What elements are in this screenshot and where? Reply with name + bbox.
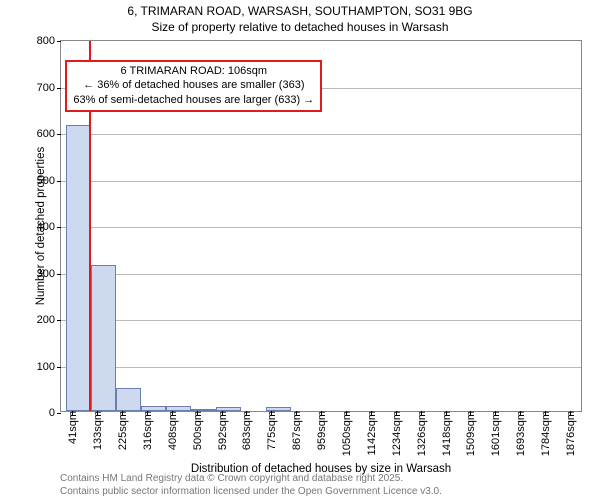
- plot-area: Number of detached properties Distributi…: [60, 40, 582, 412]
- histogram-bar: [116, 388, 141, 411]
- xtick-label: 1784sqm: [538, 411, 552, 456]
- gridline: [61, 227, 581, 228]
- xtick-label: 959sqm: [314, 411, 328, 450]
- footer-line1: Contains HM Land Registry data © Crown c…: [60, 473, 442, 486]
- annotation-line: ← 36% of detached houses are smaller (36…: [73, 78, 314, 93]
- xtick-label: 408sqm: [165, 411, 179, 450]
- ytick-label: 300: [37, 268, 61, 280]
- gridline: [61, 181, 581, 182]
- xtick-label: 1050sqm: [339, 411, 353, 456]
- ytick-label: 700: [37, 82, 61, 94]
- chart-title-line1: 6, TRIMARAN ROAD, WARSASH, SOUTHAMPTON, …: [0, 4, 600, 20]
- histogram-bar: [141, 406, 166, 411]
- ytick-label: 200: [37, 314, 61, 326]
- gridline: [61, 134, 581, 135]
- histogram-bar: [166, 406, 191, 411]
- property-size-histogram: 6, TRIMARAN ROAD, WARSASH, SOUTHAMPTON, …: [0, 0, 600, 500]
- xtick-label: 1509sqm: [463, 411, 477, 456]
- xtick-label: 867sqm: [289, 411, 303, 450]
- ytick-label: 600: [37, 128, 61, 140]
- footer-line2: Contains public sector information licen…: [60, 486, 442, 499]
- annotation-box: 6 TRIMARAN ROAD: 106sqm← 36% of detached…: [65, 60, 322, 113]
- ytick-label: 800: [37, 35, 61, 47]
- xtick-label: 316sqm: [140, 411, 154, 450]
- xtick-label: 500sqm: [190, 411, 204, 450]
- ytick-label: 500: [37, 175, 61, 187]
- xtick-label: 683sqm: [239, 411, 253, 450]
- gridline: [61, 274, 581, 275]
- ytick-label: 400: [37, 221, 61, 233]
- chart-title-line2: Size of property relative to detached ho…: [0, 20, 600, 36]
- histogram-bar: [216, 407, 241, 411]
- xtick-label: 1326sqm: [414, 411, 428, 456]
- annotation-line: 63% of semi-detached houses are larger (…: [73, 93, 314, 108]
- xtick-label: 1142sqm: [364, 411, 378, 455]
- xtick-label: 1693sqm: [513, 411, 527, 456]
- histogram-bar: [91, 265, 116, 411]
- chart-footer: Contains HM Land Registry data © Crown c…: [60, 473, 442, 498]
- xtick-label: 41sqm: [65, 411, 79, 444]
- xtick-label: 133sqm: [90, 411, 104, 450]
- xtick-label: 592sqm: [215, 411, 229, 450]
- ytick-label: 0: [49, 407, 61, 419]
- xtick-label: 775sqm: [264, 411, 278, 450]
- xtick-label: 1876sqm: [563, 411, 577, 456]
- ytick-label: 100: [37, 361, 61, 373]
- xtick-label: 225sqm: [115, 411, 129, 450]
- xtick-label: 1601sqm: [488, 411, 502, 456]
- histogram-bar: [266, 407, 291, 411]
- annotation-line: 6 TRIMARAN ROAD: 106sqm: [73, 64, 314, 79]
- gridline: [61, 320, 581, 321]
- gridline: [61, 367, 581, 368]
- xtick-label: 1234sqm: [389, 411, 403, 456]
- histogram-bar: [191, 409, 216, 411]
- xtick-label: 1418sqm: [439, 411, 453, 456]
- histogram-bar: [66, 125, 91, 411]
